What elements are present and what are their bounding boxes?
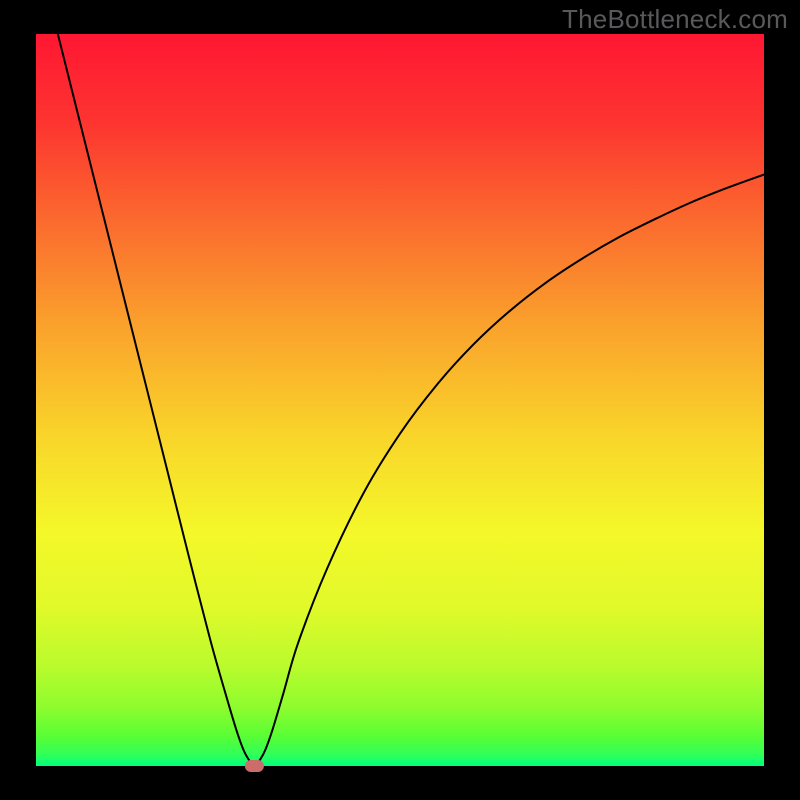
watermark-text: TheBottleneck.com (562, 4, 788, 35)
bottleneck-curve-chart (0, 0, 800, 800)
chart-frame: TheBottleneck.com (0, 0, 800, 800)
optimum-marker (245, 760, 264, 772)
